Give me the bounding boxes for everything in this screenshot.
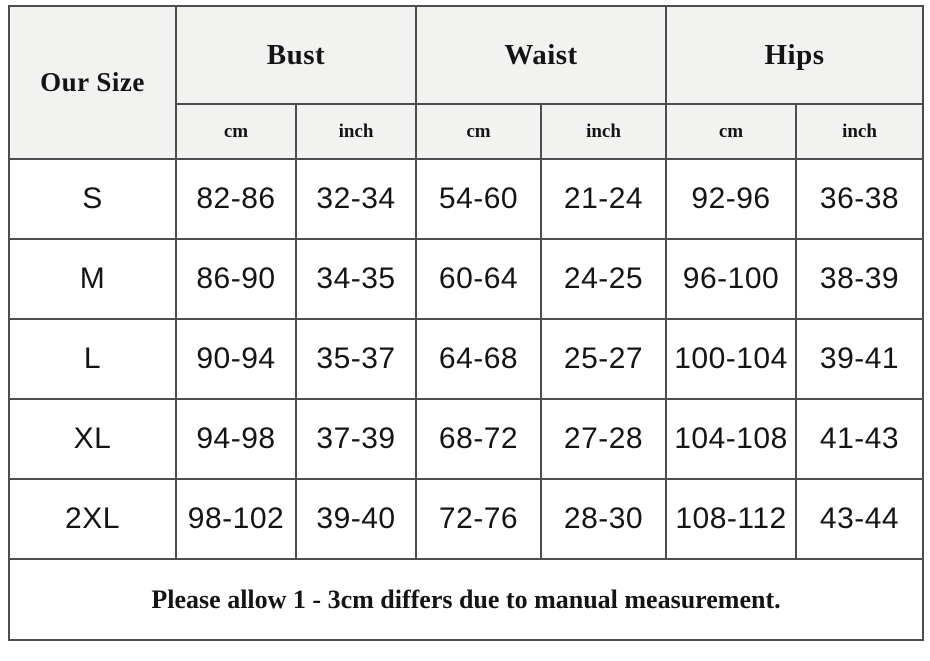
measurement-value: 98-102 xyxy=(175,478,297,560)
measurement-note: Please allow 1 - 3cm differs due to manu… xyxy=(7,558,925,641)
group-header-waist: Waist xyxy=(415,5,668,105)
measurement-value: 39-40 xyxy=(294,478,418,560)
size-label: M xyxy=(8,238,177,320)
measurement-value: 64-68 xyxy=(415,318,543,400)
measurement-value: 27-28 xyxy=(540,398,668,480)
size-label: S xyxy=(8,158,177,240)
measurement-value: 38-39 xyxy=(795,238,925,320)
unit-header-row: cm inch cm inch cm inch xyxy=(9,103,925,160)
measurement-value: 34-35 xyxy=(294,238,418,320)
measurement-value: 41-43 xyxy=(795,398,925,480)
measurement-value: 104-108 xyxy=(665,398,798,480)
measurement-value: 54-60 xyxy=(415,158,543,240)
measurement-value: 60-64 xyxy=(415,238,543,320)
measurement-value: 90-94 xyxy=(175,318,297,400)
unit-header-waist-inch: inch xyxy=(540,103,668,160)
group-header-bust: Bust xyxy=(174,5,418,105)
corner-header-our-size: Our Size xyxy=(8,5,177,160)
measurement-value: 82-86 xyxy=(175,158,297,240)
measurement-value: 94-98 xyxy=(175,398,297,480)
table-row-size-2xl: 2XL 98-102 39-40 72-76 28-30 108-112 43-… xyxy=(8,478,925,560)
size-label: 2XL xyxy=(8,478,177,560)
measurement-value: 24-25 xyxy=(540,238,668,320)
measurement-value: 37-39 xyxy=(294,398,418,480)
table-row-size-l: L 90-94 35-37 64-68 25-27 100-104 39-41 xyxy=(8,318,925,400)
unit-header-waist-cm: cm xyxy=(415,103,543,160)
measurement-value: 32-34 xyxy=(294,158,418,240)
unit-header-bust-cm: cm xyxy=(175,103,297,160)
measurement-value: 28-30 xyxy=(540,478,668,560)
measurement-value: 96-100 xyxy=(665,238,798,320)
unit-header-hips-cm: cm xyxy=(665,103,798,160)
unit-header-hips-inch: inch xyxy=(795,103,925,160)
table-row-size-m: M 86-90 34-35 60-64 24-25 96-100 38-39 xyxy=(8,238,925,320)
footer-note-row: Please allow 1 - 3cm differs due to manu… xyxy=(7,558,925,641)
size-chart-table: Our Size Bust Waist Hips cm inch cm inch… xyxy=(7,5,925,641)
group-header-hips: Hips xyxy=(665,5,925,105)
measurement-value: 21-24 xyxy=(540,158,668,240)
measurement-value: 25-27 xyxy=(540,318,668,400)
size-label: L xyxy=(8,318,177,400)
measurement-value: 72-76 xyxy=(415,478,543,560)
table-row-size-s: S 82-86 32-34 54-60 21-24 92-96 36-38 xyxy=(8,158,925,240)
measurement-value: 92-96 xyxy=(665,158,798,240)
measurement-value: 100-104 xyxy=(665,318,798,400)
measurement-value: 86-90 xyxy=(175,238,297,320)
unit-header-bust-inch: inch xyxy=(294,103,418,160)
measurement-value: 108-112 xyxy=(665,478,798,560)
measurement-value: 36-38 xyxy=(795,158,925,240)
measurement-value: 39-41 xyxy=(795,318,925,400)
measurement-value: 43-44 xyxy=(795,478,925,560)
group-header-row: Our Size Bust Waist Hips xyxy=(8,5,925,160)
measurement-value: 68-72 xyxy=(415,398,543,480)
measurement-value: 35-37 xyxy=(294,318,418,400)
size-label: XL xyxy=(8,398,177,480)
table-row-size-xl: XL 94-98 37-39 68-72 27-28 104-108 41-43 xyxy=(8,398,925,480)
